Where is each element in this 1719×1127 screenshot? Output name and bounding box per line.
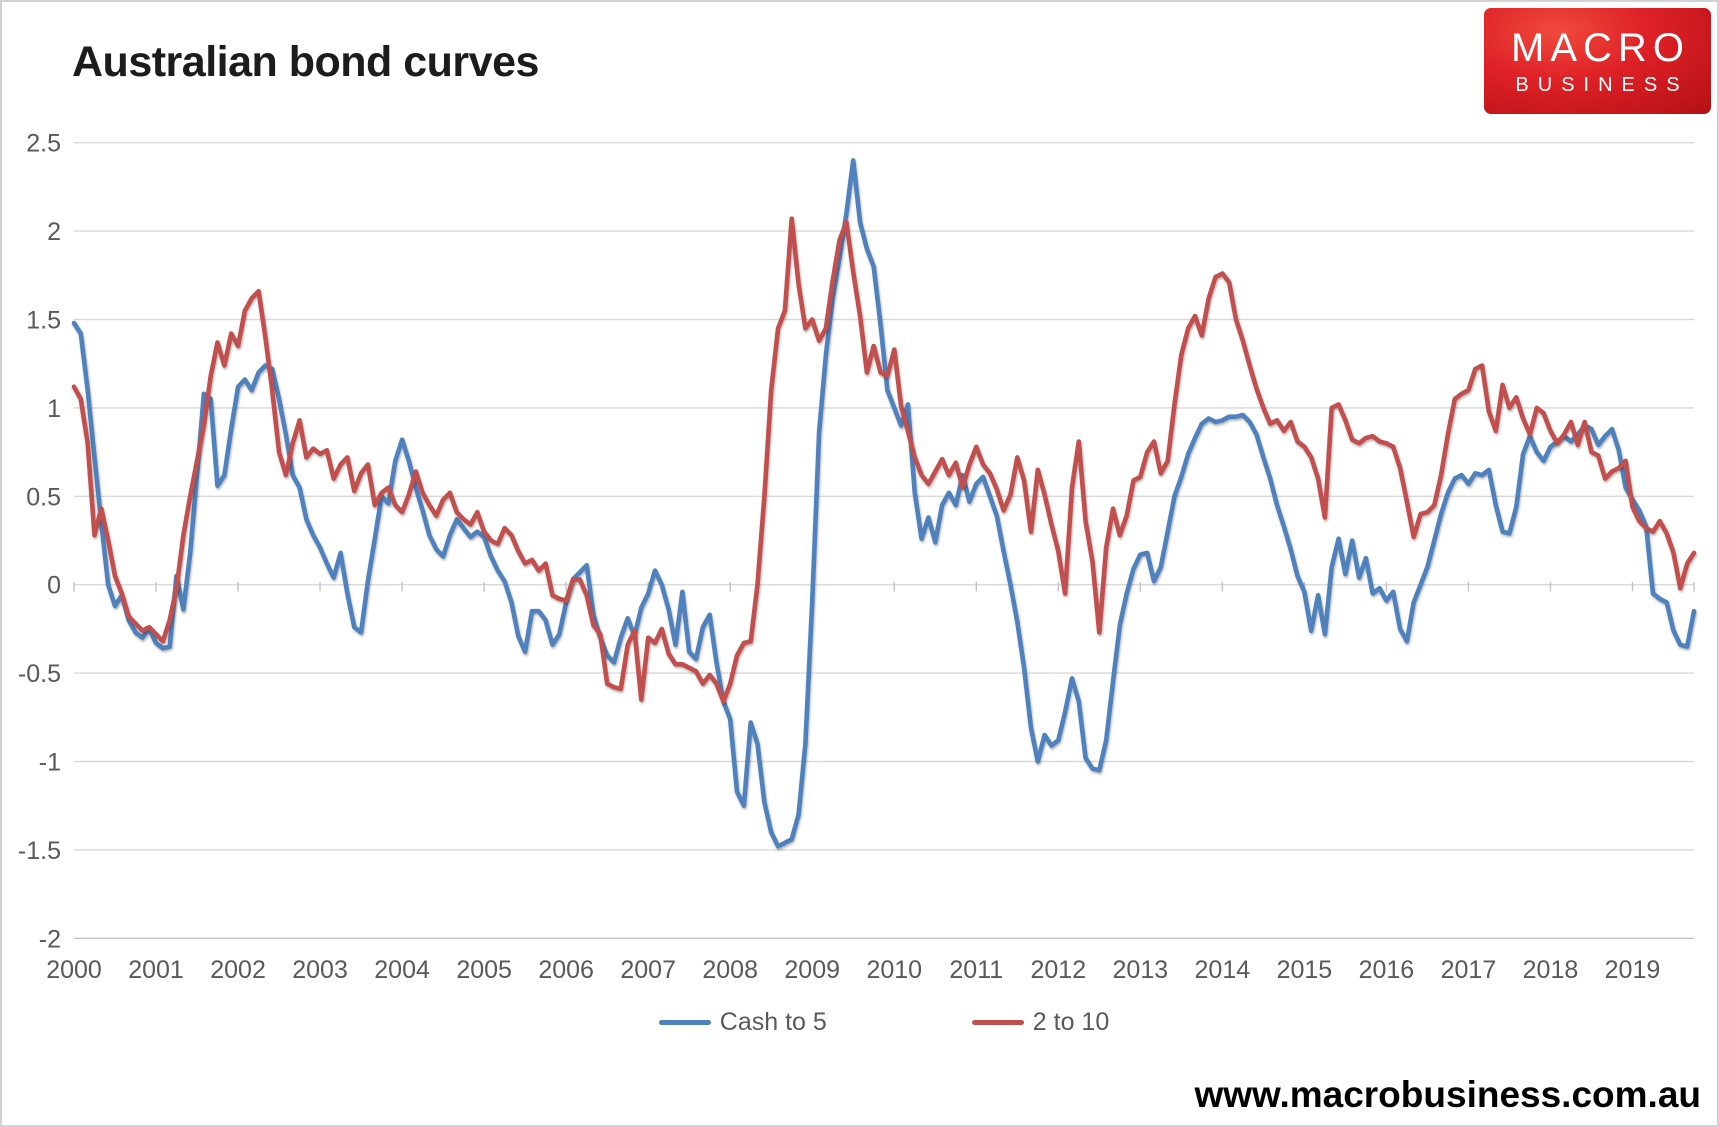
series-line-2-to-10 <box>71 216 1697 704</box>
x-axis-tick-label: 2008 <box>702 956 758 984</box>
y-axis-tick-label: -1.5 <box>18 837 61 865</box>
x-axis-tick-label: 2018 <box>1523 956 1579 984</box>
x-axis-tick-label: 2015 <box>1277 956 1333 984</box>
legend-label: 2 to 10 <box>1032 1008 1110 1036</box>
macrobusiness-logo: MACRO BUSINESS <box>1484 8 1711 114</box>
logo-line-business: BUSINESS <box>1515 73 1689 96</box>
y-axis-tick-label: 0.5 <box>26 483 61 511</box>
x-axis-tick-label: 2007 <box>620 956 676 984</box>
legend-swatch-blue-line <box>658 1020 711 1025</box>
x-axis-tick-label: 2001 <box>128 956 184 984</box>
x-axis-tick-label: 2016 <box>1359 956 1415 984</box>
x-axis-tick-label: 2005 <box>456 956 512 984</box>
x-axis-tick-label: 2017 <box>1441 956 1497 984</box>
x-axis-tick-label: 2014 <box>1195 956 1251 984</box>
x-axis-tick-label: 2003 <box>292 956 348 984</box>
chart-title: Australian bond curves <box>72 38 539 86</box>
x-axis-tick-label: 2012 <box>1030 956 1086 984</box>
legend-label: Cash to 5 <box>719 1008 827 1036</box>
website-url: www.macrobusiness.com.au <box>1194 1074 1701 1115</box>
y-axis-tick-label: 2.5 <box>26 130 61 158</box>
y-axis-tick-label: 2 <box>47 218 61 246</box>
y-axis-tick-label: 1.5 <box>26 307 61 335</box>
y-axis-tick-label: -0.5 <box>18 660 61 688</box>
legend-item-cash-to-5: Cash to 5 <box>658 1008 827 1037</box>
y-axis-tick-label: -1 <box>39 749 61 777</box>
x-axis-tick-label: 2004 <box>374 956 430 984</box>
x-axis-tick-label: 2002 <box>210 956 266 984</box>
y-axis-tick-label: 1 <box>47 395 61 423</box>
legend-item-2-to-10: 2 to 10 <box>971 1008 1110 1037</box>
logo-line-macro: MACRO <box>1511 25 1690 70</box>
x-axis-tick-label: 2000 <box>46 956 102 984</box>
legend-swatch-red-line <box>971 1020 1024 1025</box>
x-axis-tick-label: 2006 <box>538 956 594 984</box>
y-axis-tick-label: 0 <box>47 572 61 600</box>
x-axis-tick-label: 2010 <box>866 956 922 984</box>
x-axis-tick-label: 2013 <box>1113 956 1169 984</box>
x-axis-tick-label: 2019 <box>1605 956 1661 984</box>
chart-legend: Cash to 5 2 to 10 <box>74 1008 1694 1037</box>
x-axis-tick-label: 2011 <box>949 956 1003 984</box>
x-axis-tick-label: 2009 <box>784 956 840 984</box>
y-axis-tick-label: -2 <box>39 925 61 953</box>
series-line-cash-to-5 <box>71 158 1697 849</box>
